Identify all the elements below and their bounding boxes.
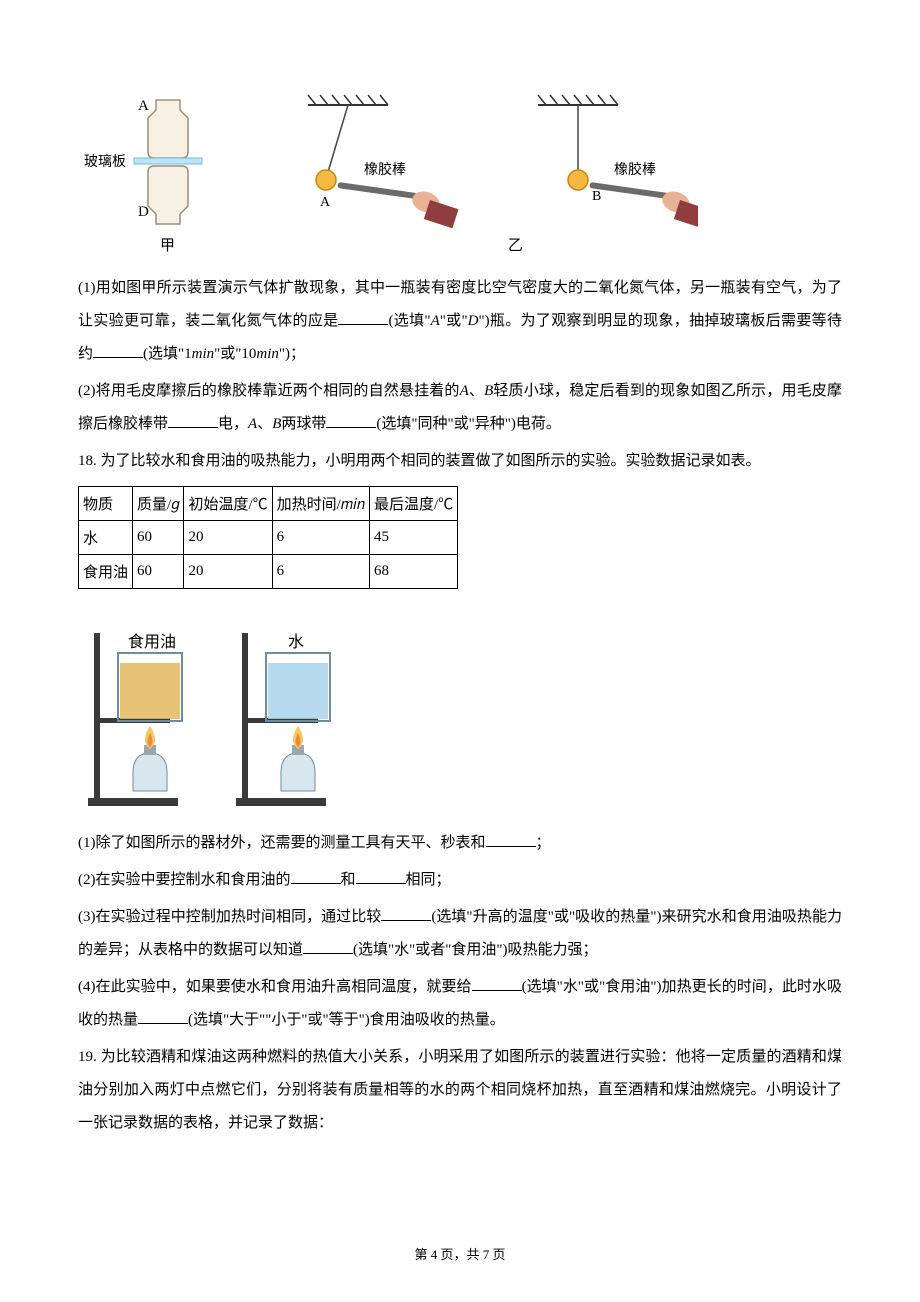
caption-yi: 乙 [508, 238, 523, 254]
opt-d: D [468, 313, 479, 329]
blank [93, 343, 143, 358]
ball-label-b: B [592, 189, 601, 204]
th: 最后温度/℃ [369, 487, 457, 521]
t: (选填"大于""小于"或"等于")食用油吸收的热量。 [188, 1012, 505, 1028]
page-number: 第 4 页，共 7 页 [414, 1247, 505, 1262]
blank [472, 976, 522, 991]
td: 6 [272, 555, 369, 589]
t: B [272, 416, 281, 432]
t: (选填"同种"或"异种")电荷。 [376, 416, 560, 432]
blank [326, 413, 376, 428]
td: 6 [272, 521, 369, 555]
q18-p4: (4)在此实验中，如果要使水和食用油升高相同温度，就要给(选填"水"或"食用油"… [78, 971, 842, 1037]
t: B [484, 383, 493, 399]
td: 60 [133, 521, 184, 555]
q18-p1: (1)除了如图所示的器材外，还需要的测量工具有天平、秒表和 ； [78, 827, 842, 860]
q17-p2: (2)将用毛皮摩擦后的橡胶棒靠近两个相同的自然悬挂着的A、B轻质小球，稳定后看到… [78, 375, 842, 441]
t: (选填"水"或者"食用油")吸热能力强； [353, 942, 597, 958]
figure-yi-a: A 橡胶棒 [278, 90, 468, 260]
beaker-oil-setup: 食用油 [78, 603, 198, 813]
ball-a [316, 170, 336, 190]
t: (选填" [388, 313, 430, 329]
label-d: D [138, 204, 149, 220]
figure-yi-b: B 橡胶棒 乙 [508, 90, 698, 260]
blank [338, 310, 388, 325]
td: 食用油 [79, 555, 133, 589]
t: ； [536, 835, 551, 851]
q18-p3: (3)在实验过程中控制加热时间相同，通过比较(选填"升高的温度"或"吸收的热量"… [78, 901, 842, 967]
unit: min [192, 346, 215, 362]
td: 20 [184, 521, 272, 555]
t: 电， [218, 416, 248, 432]
q17-p1: (1)用如图甲所示装置演示气体扩散现象，其中一瓶装有密度比空气密度大的二氧化氮气… [78, 272, 842, 371]
td: 水 [79, 521, 133, 555]
q18-p2: (2)在实验中要控制水和食用油的 和 相同； [78, 864, 842, 897]
t: (选填"1 [143, 346, 192, 362]
t: (4)在此实验中，如果要使水和食用油升高相同温度，就要给 [78, 979, 472, 995]
blank [291, 869, 341, 884]
t: 、 [257, 416, 272, 432]
label-a: A [138, 98, 149, 114]
t: "或"10 [214, 346, 256, 362]
beaker-label-oil: 食用油 [128, 633, 176, 651]
td: 20 [184, 555, 272, 589]
t: 和 [341, 872, 356, 888]
beaker-row: 食用油 水 [78, 603, 842, 813]
th: 物质 [79, 487, 133, 521]
blank [168, 413, 218, 428]
table-row: 食用油 60 20 6 68 [79, 555, 458, 589]
blank [303, 939, 353, 954]
t: (1)除了如图所示的器材外，还需要的测量工具有天平、秒表和 [78, 835, 486, 851]
beaker-label-water: 水 [288, 633, 304, 651]
figure-row: A D 玻璃板 甲 A 橡胶棒 [78, 90, 842, 260]
sleeve [424, 200, 459, 228]
blank [381, 906, 431, 921]
rubber-rod-a [337, 182, 417, 199]
caption-jia: 甲 [160, 238, 175, 254]
td: 45 [369, 521, 457, 555]
blank [138, 1009, 188, 1024]
table-row: 水 60 20 6 45 [79, 521, 458, 555]
t: "或" [440, 313, 468, 329]
q18-intro: 18. 为了比较水和食用油的吸热能力，小明用两个相同的装置做了如图所示的实验。实… [78, 445, 842, 478]
page-footer: 第 4 页，共 7 页 [0, 1244, 920, 1264]
t: 两球带 [281, 416, 326, 432]
rod-label-a: 橡胶棒 [364, 161, 406, 178]
ball-b [568, 170, 588, 190]
blank [486, 832, 536, 847]
t: 相同； [406, 872, 451, 888]
td: 60 [133, 555, 184, 589]
ball-label-a: A [320, 195, 331, 210]
unit: min [256, 346, 279, 362]
table-header-row: 物质 质量/𝑔 初始温度/℃ 加热时间/𝑚𝑖𝑛 最后温度/℃ [79, 487, 458, 521]
blank [356, 869, 406, 884]
rod-label-b: 橡胶棒 [614, 161, 656, 178]
data-table: 物质 质量/𝑔 初始温度/℃ 加热时间/𝑚𝑖𝑛 最后温度/℃ 水 60 20 6… [78, 486, 458, 589]
t: ")； [279, 346, 305, 362]
figure-jia: A D 玻璃板 甲 [78, 90, 238, 260]
q19-text: 19. 为比较酒精和煤油这两种燃料的热值大小关系，小明采用了如图所示的装置进行实… [78, 1041, 842, 1140]
t: (2)将用毛皮摩擦后的橡胶棒靠近两个相同的自然悬挂着的 [78, 383, 460, 399]
beaker-water-setup: 水 [226, 603, 346, 813]
t: (2)在实验中要控制水和食用油的 [78, 872, 291, 888]
th: 质量/𝑔 [133, 487, 184, 521]
t: 、 [469, 383, 484, 399]
opt-a: A [431, 313, 440, 329]
t: (3)在实验过程中控制加热时间相同，通过比较 [78, 909, 381, 925]
td: 68 [369, 555, 457, 589]
t: A [460, 383, 469, 399]
label-glass: 玻璃板 [84, 153, 126, 170]
glass-plate [134, 158, 202, 164]
th: 初始温度/℃ [184, 487, 272, 521]
th: 加热时间/𝑚𝑖𝑛 [272, 487, 369, 521]
t: A [248, 416, 257, 432]
